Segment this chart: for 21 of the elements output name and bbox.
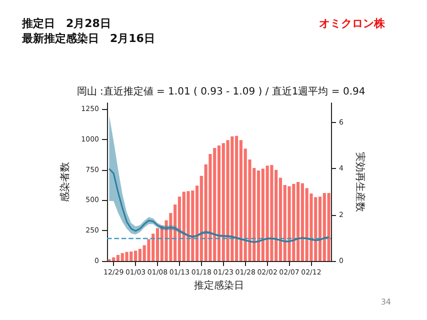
- text: 最新推定感染日 2月16日: [21, 32, 155, 45]
- bar: [327, 192, 330, 261]
- bar: [318, 196, 322, 261]
- x-axis-title: 推定感染日: [194, 280, 244, 292]
- bar: [156, 228, 160, 261]
- bar: [217, 146, 221, 261]
- bar: [270, 164, 274, 261]
- bar: [186, 191, 190, 261]
- y-axis-title: 感染者数: [58, 162, 71, 202]
- text: オミクロン株: [319, 17, 386, 30]
- chart-title: 岡山 :直近推定値 = 1.01 ( 0.93 - 1.09 ) / 直近1週平均 = 0.94: [76, 86, 366, 98]
- bar: [116, 254, 120, 261]
- bar: [226, 140, 230, 261]
- bar: [256, 170, 260, 261]
- y2-axis-title: 実効再生産数: [354, 152, 366, 212]
- bar: [266, 166, 269, 261]
- text: 34: [380, 298, 392, 306]
- text: 推定日 2月28日: [21, 17, 111, 30]
- bar: [125, 252, 128, 261]
- line-series: [108, 168, 330, 243]
- bar: [288, 186, 291, 261]
